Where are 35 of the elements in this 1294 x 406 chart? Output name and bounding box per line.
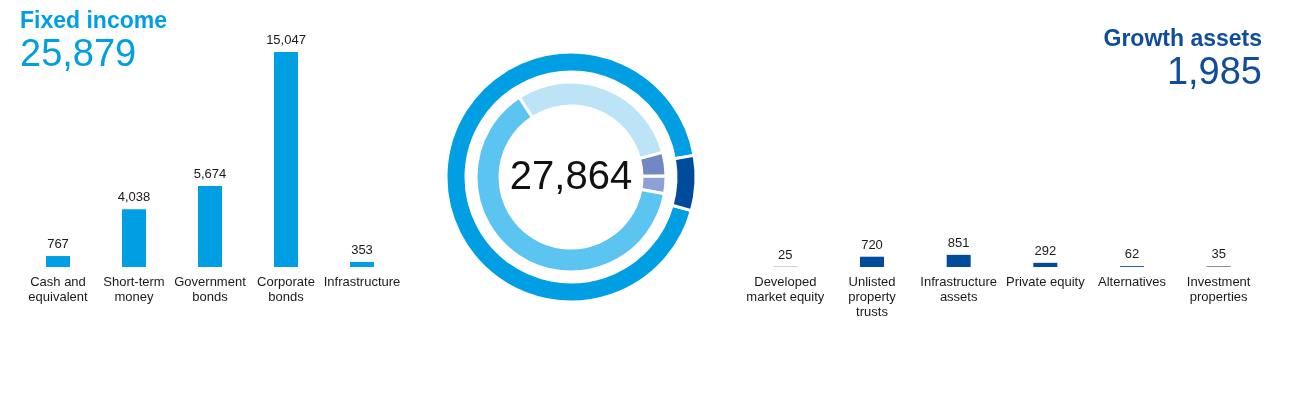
bar (122, 209, 146, 267)
x-tick-label: Unlisted property trusts (848, 273, 897, 319)
x-tick-label: Private equity (1005, 273, 1086, 289)
bar (274, 52, 298, 267)
chart-subtitle: 25,879 (20, 32, 137, 74)
x-tick-label: Corporate bonds (257, 273, 315, 304)
bar (860, 256, 884, 267)
bar (198, 185, 222, 267)
x-tick-label: Infrastructure assets (920, 273, 997, 304)
data-label: 720 (861, 236, 883, 252)
data-label: 4,038 (117, 189, 151, 205)
x-tick-label: Alternatives (1098, 273, 1167, 289)
bar (350, 261, 374, 267)
chart-subtitle: 1,985 (1166, 50, 1262, 92)
bar (46, 256, 70, 267)
chart-title: Fixed income (20, 7, 167, 33)
x-tick-label: Developed market equity (746, 273, 825, 304)
x-tick-label: Infrastructure (323, 273, 401, 289)
data-label: 25 (778, 246, 793, 262)
x-tick-label: Investment properties (1186, 273, 1251, 304)
data-label: 292 (1034, 242, 1057, 258)
x-tick-label: Short-term money (103, 273, 165, 304)
text: 27,864 (509, 153, 633, 197)
data-label: 15,047 (266, 32, 306, 47)
data-label: 35 (1211, 246, 1226, 262)
x-tick-label: Government bonds (174, 273, 247, 304)
x-tick-label: Cash and equivalent (28, 273, 89, 304)
data-label: 353 (351, 241, 373, 257)
data-label: 62 (1124, 246, 1140, 262)
data-label: 5,674 (193, 165, 227, 181)
bar (946, 254, 971, 267)
data-label: 851 (947, 234, 970, 250)
data-label: 767 (47, 236, 69, 252)
chart-title: Growth assets (1103, 25, 1262, 51)
bar (1033, 262, 1058, 267)
